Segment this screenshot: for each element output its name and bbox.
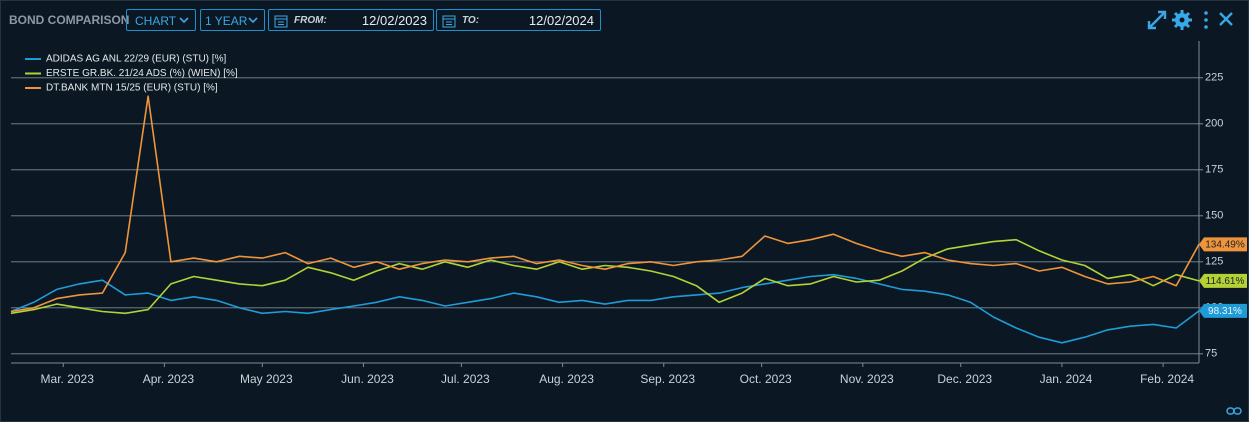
x-tick-label: Oct. 2023 <box>740 372 792 386</box>
value-label: 114.61% <box>1206 276 1245 287</box>
value-label-box <box>1199 303 1247 318</box>
value-label-box <box>1199 273 1247 288</box>
x-tick-label: Sep. 2023 <box>640 372 695 386</box>
x-tick-label: Nov. 2023 <box>840 372 894 386</box>
value-label-box <box>1199 237 1247 252</box>
period-label: 1 YEAR <box>205 14 248 28</box>
x-tick-label: Mar. 2023 <box>41 372 95 386</box>
y-tick-label: 225 <box>1205 72 1223 84</box>
calendar-icon <box>274 15 288 28</box>
x-tick-label: May 2023 <box>240 372 293 386</box>
legend-label: ERSTE GR.BK. 21/24 ADS (%) (WIEN) [%] <box>46 68 238 79</box>
x-tick-label: Apr. 2023 <box>143 372 195 386</box>
period-select[interactable]: 1 YEAR <box>200 9 265 31</box>
series-line <box>10 238 1200 315</box>
series-line <box>10 95 1200 313</box>
to-value: 12/02/2024 <box>528 13 594 28</box>
view-label: CHART <box>135 14 177 28</box>
x-tick-label: Aug. 2023 <box>539 372 594 386</box>
y-tick-label: 150 <box>1205 210 1223 222</box>
to-label: TO: <box>462 15 480 26</box>
value-label: 98.31% <box>1208 306 1242 317</box>
series-line <box>10 273 1200 344</box>
expand-icon[interactable] <box>1147 10 1167 30</box>
view-select[interactable]: CHART <box>126 9 196 31</box>
toolbar-icons <box>1147 10 1233 30</box>
chevron <box>248 17 258 24</box>
from-value: 12/02/2023 <box>361 13 427 28</box>
link-icon[interactable] <box>1226 406 1242 416</box>
from-input[interactable]: FROM: 12/02/2023 <box>268 9 434 31</box>
y-tick-label: 175 <box>1205 164 1223 176</box>
y-tick-label: 75 <box>1205 348 1217 360</box>
widget-title: BOND COMPARISON <box>9 13 130 27</box>
calendar-icon <box>442 15 456 28</box>
x-tick-label: Jun. 2023 <box>341 372 394 386</box>
x-tick-label: Dec. 2023 <box>937 372 992 386</box>
chevron <box>179 17 189 24</box>
value-label: 134.49% <box>1205 239 1245 250</box>
legend-label: DT.BANK MTN 15/25 (EUR) (STU) [%] <box>46 83 218 94</box>
x-tick-label: Jan. 2024 <box>1040 372 1093 386</box>
to-input[interactable]: TO: 12/02/2024 <box>436 9 601 31</box>
legend-label: ADIDAS AG ANL 22/29 (EUR) (STU) [%] <box>46 54 226 65</box>
y-tick-label: 125 <box>1205 256 1223 268</box>
close-icon[interactable] <box>1219 12 1233 26</box>
settings-icon[interactable] <box>1172 10 1192 30</box>
y-tick-label: 200 <box>1205 118 1223 130</box>
from-label: FROM: <box>294 15 327 26</box>
x-tick-label: Jul. 2023 <box>441 372 490 386</box>
x-tick-label: Feb. 2024 <box>1140 372 1194 386</box>
menu-icon[interactable] <box>1204 11 1208 29</box>
